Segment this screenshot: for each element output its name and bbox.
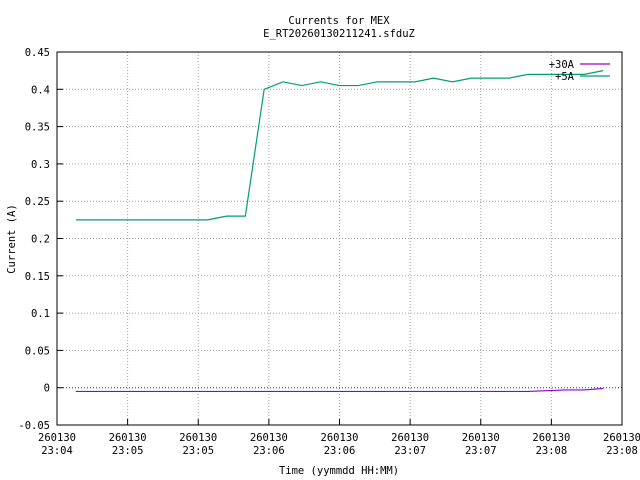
y-tick-label: 0.45 xyxy=(25,47,50,59)
legend-label: +5A xyxy=(555,71,575,83)
x-tick-label: 260130 23:04 xyxy=(38,432,76,457)
chart-title: Currents for MEX xyxy=(288,15,390,27)
x-tick-label: 260130 23:06 xyxy=(250,432,288,457)
series-line xyxy=(75,70,604,221)
plot-frame xyxy=(56,51,623,426)
y-tick-label: 0.05 xyxy=(25,345,50,357)
y-tick-label: 0.35 xyxy=(25,122,50,134)
y-tick-label: 0.25 xyxy=(25,196,50,208)
y-tick-label: -0.05 xyxy=(18,420,50,432)
x-tick-label: 260130 23:06 xyxy=(321,432,359,457)
x-tick-label: 260130 23:05 xyxy=(179,432,217,457)
x-tick-label: 260130 23:07 xyxy=(462,432,500,457)
y-tick-label: 0.15 xyxy=(25,271,50,283)
chart-subtitle: E_RT20260130211241.sfduZ xyxy=(263,28,415,40)
x-tick-label: 260130 23:07 xyxy=(391,432,429,457)
x-axis-label: Time (yymmdd HH:MM) xyxy=(279,465,399,477)
y-axis-label: Current (A) xyxy=(6,204,18,274)
y-tick-label: 0.1 xyxy=(31,308,50,320)
x-tick-label: 260130 23:08 xyxy=(603,432,640,457)
y-tick-label: 0.3 xyxy=(31,159,50,171)
legend-label: +30A xyxy=(549,59,575,71)
y-tick-label: 0.2 xyxy=(31,234,50,246)
y-tick-label: 0.4 xyxy=(31,84,50,96)
series-line xyxy=(75,387,604,393)
x-tick-label: 260130 23:08 xyxy=(532,432,570,457)
x-tick-label: 260130 23:05 xyxy=(109,432,147,457)
y-tick-label: 0 xyxy=(44,383,50,395)
